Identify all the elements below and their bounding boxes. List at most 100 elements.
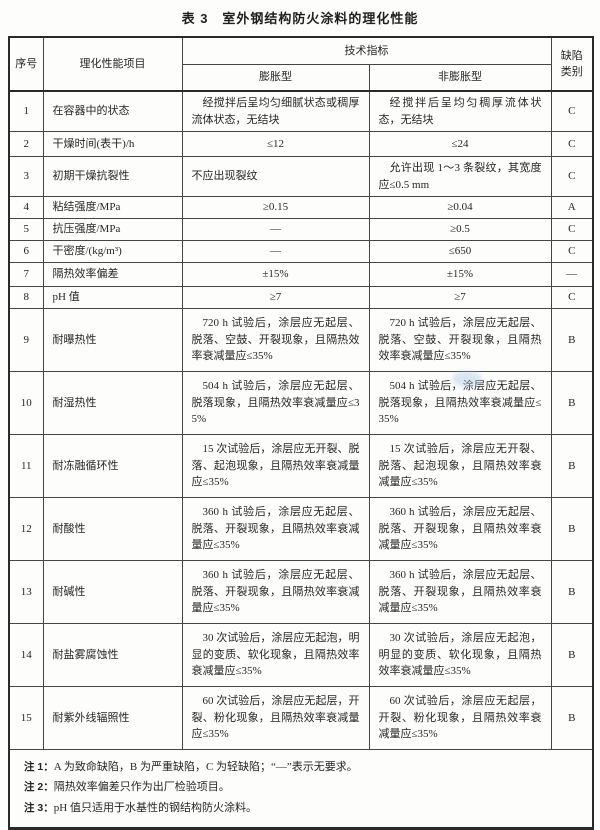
serial-cell: 8 bbox=[8, 286, 44, 309]
note: 注 2：隔热效率偏差只作为出厂检验项目。 bbox=[24, 777, 578, 797]
header-row-sub: 膨胀型 非膨胀型 bbox=[9, 63, 593, 92]
table-title: 表 3 室外钢结构防火涂料的理化性能 bbox=[181, 11, 419, 26]
notes-cell: 注 1：A 为致命缺陷，B 为严重缺陷，C 为轻缺陷；“—”表示无要求。 注 2… bbox=[8, 748, 594, 830]
table-row: 1 在容器中的状态 经搅拌后呈均匀细腻状态或稠厚流体状态，无结块 经搅拌后呈均匀… bbox=[8, 90, 594, 132]
expansion-cell: 15 次试验后，涂层应无开裂、脱落、起泡现象，且隔热效率衰减量应≤35% bbox=[181, 434, 370, 498]
defect-cell: C bbox=[550, 286, 594, 309]
non-expansion-cell: 30 次试验后，涂层应无起泡，明显的变质、软化现象，且隔热效率衰减量应≤35% bbox=[368, 623, 552, 687]
item-cell: 在容器中的状态 bbox=[42, 90, 183, 132]
expansion-cell: 经搅拌后呈均匀细腻状态或稠厚流体状态，无结块 bbox=[181, 90, 370, 132]
expansion-cell: 30 次试验后，涂层应无起泡，明显的变质、软化现象，且隔热效率衰减量应≤35% bbox=[181, 623, 370, 687]
table-row: 13 耐碱性 360 h 试验后，涂层应无起层、脱落、开裂现象，且隔热效率衰减量… bbox=[8, 560, 594, 624]
table-row: 12 耐酸性 360 h 试验后，涂层应无起层、脱落、开裂现象，且隔热效率衰减量… bbox=[8, 497, 594, 561]
serial-cell: 2 bbox=[8, 131, 44, 157]
header-serial: 序号 bbox=[8, 36, 44, 92]
serial-cell: 3 bbox=[8, 156, 44, 197]
expansion-cell: 504 h 试验后，涂层应无起层、脱落现象，且隔热效率衰减量应≤35% bbox=[181, 371, 370, 435]
defect-cell: C bbox=[550, 90, 594, 132]
expansion-cell: ≥7 bbox=[181, 286, 370, 309]
item-cell: 耐曝热性 bbox=[42, 308, 183, 372]
table-row: 2 干燥时间(表干)/h ≤12 ≤24 C bbox=[8, 131, 594, 157]
item-cell: 耐盐雾腐蚀性 bbox=[42, 623, 183, 687]
item-cell: 耐酸性 bbox=[42, 497, 183, 561]
expansion-cell: 720 h 试验后，涂层应无起层、脱落、空鼓、开裂现象，且隔热效率衰减量应≤35… bbox=[181, 308, 370, 372]
item-cell: 抗压强度/MPa bbox=[42, 218, 183, 241]
serial-cell: 4 bbox=[8, 196, 44, 219]
non-expansion-cell: 允许出现 1～3 条裂纹，其宽度应≤0.5 mm bbox=[368, 156, 552, 197]
note-text: pH 值只适用于水基性的钢结构防火涂料。 bbox=[53, 801, 257, 814]
notes-row: 注 1：A 为致命缺陷，B 为严重缺陷，C 为轻缺陷；“—”表示无要求。 注 2… bbox=[8, 748, 594, 830]
expansion-cell: — bbox=[181, 218, 370, 241]
non-expansion-cell: ≥7 bbox=[368, 286, 552, 309]
note-label: 注 2： bbox=[24, 781, 54, 794]
defect-cell: B bbox=[550, 497, 594, 561]
defect-cell: C bbox=[550, 218, 594, 241]
serial-cell: 7 bbox=[8, 262, 44, 287]
note-label: 注 1： bbox=[24, 761, 54, 773]
non-expansion-cell: 360 h 试验后，涂层应无起层、脱落、开裂现象，且隔热效率衰减量应≤35% bbox=[368, 560, 552, 624]
item-cell: 初期干燥抗裂性 bbox=[42, 156, 183, 197]
table-row: 10 耐湿热性 504 h 试验后，涂层应无起层、脱落现象，且隔热效率衰减量应≤… bbox=[8, 371, 594, 435]
serial-cell: 15 bbox=[8, 686, 44, 750]
defect-cell: C bbox=[550, 131, 594, 157]
non-expansion-cell: ≥0.04 bbox=[368, 196, 552, 219]
non-expansion-cell: 60 次试验后，涂层应无起层，开裂、粉化现象，且隔热效率衰减量应≤35% bbox=[368, 686, 552, 750]
header-expansion: 膨胀型 bbox=[181, 63, 370, 92]
serial-cell: 11 bbox=[8, 434, 44, 498]
item-cell: 耐紫外线辐照性 bbox=[42, 686, 183, 750]
expansion-cell: ≤12 bbox=[181, 131, 370, 157]
defect-cell: B bbox=[550, 308, 594, 372]
defect-cell: B bbox=[550, 686, 594, 750]
table-row: 3 初期干燥抗裂性 不应出现裂纹 允许出现 1～3 条裂纹，其宽度应≤0.5 m… bbox=[8, 156, 594, 197]
note: 注 1：A 为致命缺陷，B 为严重缺陷，C 为轻缺陷；“—”表示无要求。 bbox=[24, 757, 578, 777]
table-row: 8 pH 值 ≥7 ≥7 C bbox=[8, 286, 594, 309]
expansion-cell: 360 h 试验后，涂层应无起层、脱落、开裂现象，且隔热效率衰减量应≤35% bbox=[181, 560, 370, 624]
item-cell: 隔热效率偏差 bbox=[42, 262, 183, 287]
non-expansion-cell: ≤24 bbox=[368, 131, 552, 157]
defect-cell: A bbox=[550, 196, 594, 219]
expansion-cell: 不应出现裂纹 bbox=[181, 156, 370, 197]
defect-cell: B bbox=[550, 623, 594, 687]
header-item: 理化性能项目 bbox=[42, 36, 183, 92]
non-expansion-cell: 504 h 试验后，涂层应无起层、脱落现象，且隔热效率衰减量应≤35% bbox=[368, 371, 552, 435]
item-cell: 干燥时间(表干)/h bbox=[42, 131, 183, 157]
table-row: 11 耐冻融循环性 15 次试验后，涂层应无开裂、脱落、起泡现象，且隔热效率衰减… bbox=[8, 434, 594, 498]
table-row: 14 耐盐雾腐蚀性 30 次试验后，涂层应无起泡，明显的变质、软化现象，且隔热效… bbox=[8, 623, 594, 687]
defect-cell: — bbox=[550, 262, 594, 287]
item-cell: 耐冻融循环性 bbox=[42, 434, 183, 498]
expansion-cell: 360 h 试验后，涂层应无起层、脱落、开裂现象，且隔热效率衰减量应≤35% bbox=[181, 497, 370, 561]
table-header: 序号 理化性能项目 技术指标 缺陷类别 膨胀型 非膨胀型 bbox=[8, 36, 594, 92]
defect-cell: B bbox=[550, 371, 594, 435]
non-expansion-cell: 经搅拌后呈均匀稠厚流体状态，无结块 bbox=[368, 90, 552, 132]
serial-cell: 6 bbox=[8, 240, 44, 263]
expansion-cell: 60 次试验后，涂层应无起层，开裂、粉化现象，且隔热效率衰减量应≤35% bbox=[181, 686, 370, 750]
item-cell: pH 值 bbox=[42, 286, 183, 309]
note-label: 注 3： bbox=[24, 801, 54, 814]
non-expansion-cell: 720 h 试验后，涂层应无起层、脱落、空鼓、开裂现象，且隔热效率衰减量应≤35… bbox=[368, 308, 552, 372]
serial-cell: 5 bbox=[8, 218, 44, 241]
defect-cell: C bbox=[550, 240, 594, 263]
defect-cell: C bbox=[550, 156, 594, 197]
expansion-cell: ≥0.15 bbox=[181, 196, 370, 219]
item-cell: 耐湿热性 bbox=[42, 371, 183, 435]
table-row: 15 耐紫外线辐照性 60 次试验后，涂层应无起层，开裂、粉化现象，且隔热效率衰… bbox=[8, 686, 594, 750]
serial-cell: 12 bbox=[8, 497, 44, 561]
serial-cell: 13 bbox=[8, 560, 44, 624]
table-row: 9 耐曝热性 720 h 试验后，涂层应无起层、脱落、空鼓、开裂现象，且隔热效率… bbox=[8, 308, 594, 372]
item-cell: 干密度/(kg/m³) bbox=[42, 240, 183, 263]
header-tech: 技术指标 bbox=[181, 36, 552, 65]
non-expansion-cell: ≥0.5 bbox=[368, 218, 552, 241]
non-expansion-cell: ≤650 bbox=[368, 240, 552, 263]
expansion-cell: ±15% bbox=[181, 262, 370, 287]
defect-cell: B bbox=[550, 434, 594, 498]
serial-cell: 9 bbox=[8, 308, 44, 372]
note-text: A 为致命缺陷，B 为严重缺陷，C 为轻缺陷；“—”表示无要求。 bbox=[53, 761, 358, 773]
serial-cell: 1 bbox=[8, 90, 44, 132]
spec-table: 序号 理化性能项目 技术指标 缺陷类别 膨胀型 非膨胀型 1 在容器中的状态 经… bbox=[8, 36, 594, 830]
serial-cell: 14 bbox=[8, 623, 44, 687]
expansion-cell: — bbox=[181, 240, 370, 263]
header-non-expansion: 非膨胀型 bbox=[368, 63, 552, 92]
table-body: 1 在容器中的状态 经搅拌后呈均匀细腻状态或稠厚流体状态，无结块 经搅拌后呈均匀… bbox=[8, 90, 594, 830]
item-cell: 粘结强度/MPa bbox=[42, 196, 183, 219]
